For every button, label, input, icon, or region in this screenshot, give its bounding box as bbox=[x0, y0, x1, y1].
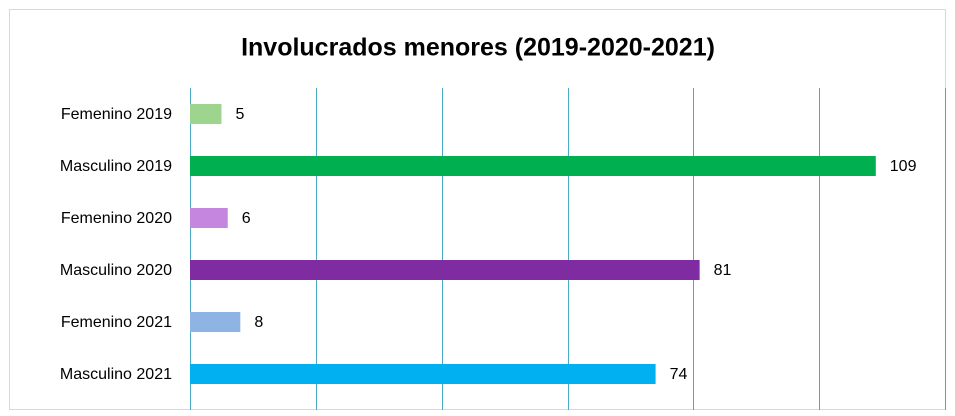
value-label: 81 bbox=[714, 262, 732, 279]
bar bbox=[190, 312, 241, 332]
chart-title: Involucrados menores (2019-2020-2021) bbox=[241, 34, 715, 62]
y-tick-label: Femenino 2020 bbox=[61, 210, 172, 227]
bar bbox=[190, 208, 228, 228]
bar bbox=[190, 364, 656, 384]
bar bbox=[190, 104, 222, 124]
bar bbox=[190, 260, 700, 280]
y-tick-label: Masculino 2019 bbox=[60, 158, 172, 175]
value-label: 8 bbox=[254, 314, 263, 331]
y-tick-label: Femenino 2021 bbox=[61, 314, 172, 331]
chart-frame bbox=[9, 9, 946, 410]
value-label: 6 bbox=[242, 210, 251, 227]
y-tick-label: Masculino 2021 bbox=[60, 366, 172, 383]
value-label: 5 bbox=[235, 106, 244, 123]
bar bbox=[190, 156, 876, 176]
value-label: 109 bbox=[890, 158, 917, 175]
y-tick-label: Femenino 2019 bbox=[61, 106, 172, 123]
value-label: 74 bbox=[670, 366, 688, 383]
y-tick-label: Masculino 2020 bbox=[60, 262, 172, 279]
